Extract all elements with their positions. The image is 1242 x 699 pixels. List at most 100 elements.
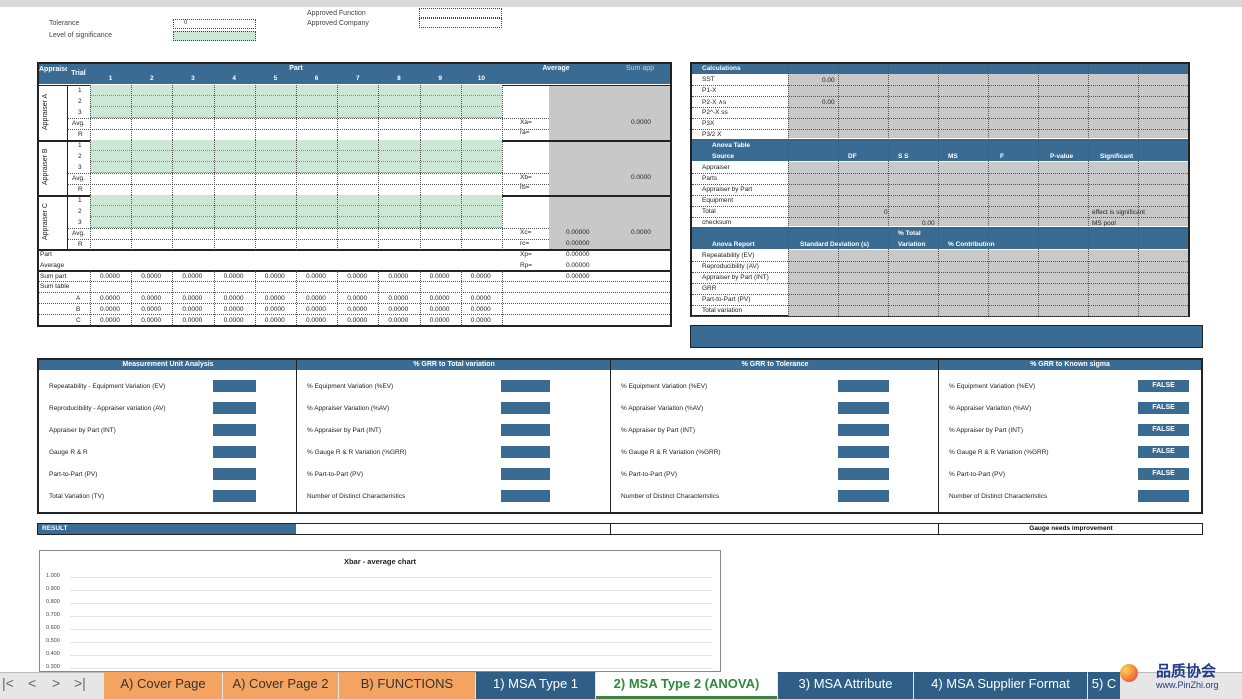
calc-row-line bbox=[692, 129, 1188, 130]
chart-gridline bbox=[70, 655, 712, 656]
report-row-label: Reproducibility (AV) bbox=[702, 263, 759, 270]
col-line bbox=[131, 85, 133, 140]
chart-y-tick-label: 0.400 bbox=[46, 651, 60, 657]
grid-divider-bottom bbox=[39, 249, 670, 251]
xbar-c-value: 0.00000 bbox=[566, 229, 590, 236]
sum-table-row-a: 0.0000 bbox=[429, 295, 450, 302]
calc-row-label: P3/2 X bbox=[702, 131, 722, 138]
report-row-label: Appraiser by Part (INT) bbox=[702, 274, 769, 281]
anova-column-header: MS bbox=[948, 153, 958, 160]
col-line bbox=[378, 195, 380, 250]
calc-row-line bbox=[692, 118, 1188, 119]
sum-col-line bbox=[254, 271, 256, 325]
row-line bbox=[67, 184, 549, 185]
chart-gridline bbox=[70, 668, 712, 669]
average-header: Average bbox=[502, 64, 610, 74]
grr-tolerance-label: % Appraiser by Part (INT) bbox=[621, 427, 696, 434]
analysis-divider bbox=[610, 360, 611, 513]
appraiser-label: Appraiser B bbox=[42, 148, 49, 186]
sheet-tab[interactable]: A) Cover Page bbox=[104, 672, 222, 699]
first-sheet-icon[interactable]: |< bbox=[2, 675, 14, 691]
part-numbers-row bbox=[90, 74, 502, 84]
report-column-header: Standard Deviation (s) bbox=[800, 241, 869, 248]
part-number-header: 9 bbox=[438, 75, 442, 82]
analysis-section-header: % GRR to Known sigma bbox=[939, 360, 1201, 370]
next-sheet-icon[interactable]: > bbox=[52, 675, 61, 691]
grr-tolerance-label: % Gauge R & R Variation (%GRR) bbox=[621, 449, 721, 456]
sum-col-line bbox=[378, 271, 380, 325]
sheet-tab[interactable]: 4) MSA Supplier Format bbox=[914, 672, 1087, 699]
report-row-line bbox=[692, 261, 1188, 262]
sum-table-row-b: 0.0000 bbox=[223, 306, 244, 313]
analysis-divider bbox=[938, 360, 939, 513]
approved-company-input[interactable] bbox=[419, 18, 502, 28]
chart-y-tick-label: 0.900 bbox=[46, 586, 60, 592]
anova-row-line bbox=[692, 217, 1188, 218]
grr-sigma-label: % Part-to-Part (PV) bbox=[949, 471, 1005, 478]
sheet-tab[interactable]: 1) MSA Type 1 bbox=[476, 672, 595, 699]
calc-row-label: P2^-X ss bbox=[702, 109, 728, 116]
calc-col-line bbox=[838, 64, 839, 316]
sum-table-row-c: 0.0000 bbox=[182, 317, 203, 324]
watermark-url: www.PinZhi.org bbox=[1156, 680, 1219, 690]
analysis-label: Part-to-Part (PV) bbox=[49, 471, 98, 478]
rbar-b-label: r̄b= bbox=[520, 184, 530, 191]
tolerance-input[interactable]: 0 bbox=[173, 19, 256, 29]
sum-table-row-b: 0.0000 bbox=[264, 306, 285, 313]
result-message: Gauge needs improvement bbox=[1029, 525, 1113, 532]
row-line bbox=[67, 129, 549, 130]
sheet-tab[interactable]: 3) MSA Attribute bbox=[778, 672, 913, 699]
prev-sheet-icon[interactable]: < bbox=[28, 675, 37, 691]
sum-part-row: 0.0000 bbox=[470, 273, 491, 280]
analysis-panel bbox=[37, 358, 1203, 514]
average-row-label: Average bbox=[40, 262, 65, 269]
xbar-chart[interactable]: Xbar - average chart 1.000 0.900 0.800 0.70… bbox=[39, 550, 721, 672]
calc-row-line bbox=[692, 140, 1188, 141]
approved-function-input[interactable] bbox=[419, 8, 502, 18]
grr-total-label: % Equipment Variation (%EV) bbox=[307, 383, 394, 390]
calc-row-line bbox=[692, 96, 1188, 97]
calc-row-label: SST bbox=[702, 76, 715, 83]
last-sheet-icon[interactable]: >| bbox=[74, 675, 86, 691]
calc-row-label: P3X bbox=[702, 120, 715, 127]
appraiser-label: Appraiser A bbox=[42, 93, 49, 131]
sheet-tab[interactable]: A) Cover Page 2 bbox=[223, 672, 338, 699]
sum-table-row-a: 0.0000 bbox=[141, 295, 162, 302]
report-row-line bbox=[692, 272, 1188, 273]
top-scroll-bar bbox=[0, 0, 1242, 7]
sum-app-header: Sum app bbox=[610, 64, 670, 74]
sum-table-label: Sum table bbox=[40, 283, 70, 290]
sheet-tab[interactable]: 2) MSA Type 2 (ANOVA) bbox=[596, 672, 777, 699]
part-number-header: 4 bbox=[232, 75, 236, 82]
grid-divider-sum bbox=[39, 270, 670, 272]
sheet-tab[interactable]: 5) C bbox=[1088, 672, 1120, 699]
calc-col-line bbox=[1088, 64, 1089, 316]
report-column-header: Anova Report bbox=[712, 241, 755, 248]
appraiser-label: Appraiser C bbox=[42, 203, 49, 241]
sum-part-row: 0.0000 bbox=[388, 273, 409, 280]
sum-col-line bbox=[172, 271, 174, 325]
chart-gridline bbox=[70, 590, 712, 591]
significance-input[interactable] bbox=[173, 31, 256, 41]
trial-col-line bbox=[67, 85, 68, 249]
trial-number: 2 bbox=[78, 153, 82, 160]
analysis-value-box bbox=[213, 446, 256, 458]
sum-b-value: 0.0000 bbox=[631, 174, 651, 181]
sum-table-row-c: 0.0000 bbox=[388, 317, 409, 324]
anova-row-label: Parts bbox=[702, 175, 718, 182]
col-line bbox=[419, 195, 421, 250]
col-line bbox=[90, 140, 91, 195]
chart-title: Xbar - average chart bbox=[343, 557, 417, 566]
grr-tolerance-label: % Appraiser Variation (%AV) bbox=[621, 405, 704, 412]
report-row-label: GRR bbox=[702, 285, 717, 292]
col-line bbox=[337, 140, 339, 195]
col-line bbox=[296, 85, 297, 140]
sum-table-letter: A bbox=[76, 295, 81, 302]
grr-tolerance-value-box bbox=[838, 402, 889, 414]
grr-tolerance-value-box bbox=[838, 490, 889, 502]
sheet-tab[interactable]: B) FUNCTIONS bbox=[339, 672, 475, 699]
tolerance-label: Tolerance bbox=[49, 20, 80, 27]
anova-row-label: Appraiser by Part bbox=[702, 186, 753, 193]
part-row-label: Part bbox=[40, 251, 52, 258]
anova-column-header: F bbox=[1000, 153, 1004, 160]
